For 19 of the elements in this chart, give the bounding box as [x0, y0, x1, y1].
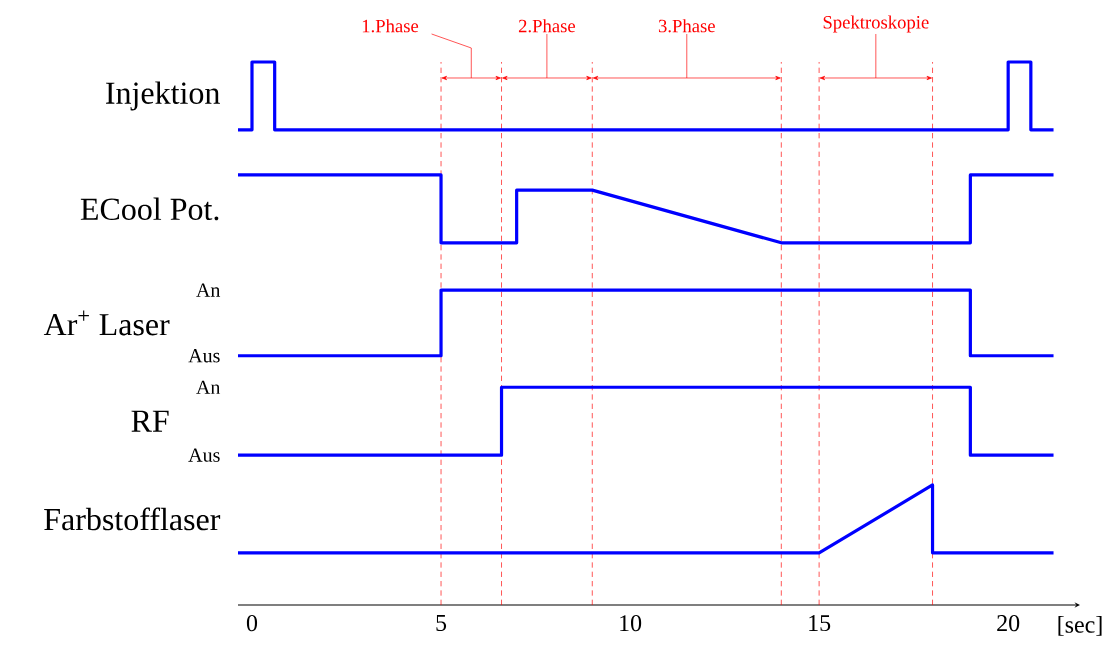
series-label: ECool Pot.: [80, 197, 219, 221]
text: Aus: [188, 448, 220, 462]
x-tick-label: 15: [809, 615, 831, 632]
x-axis-title: [sec]: [1058, 615, 1102, 636]
x-tick-label: 5: [436, 615, 447, 631]
text: Spektroskopie: [823, 15, 929, 33]
text: Aus: [188, 349, 220, 363]
text: An: [196, 283, 221, 297]
series-label: Injektion: [106, 81, 220, 111]
text: Ar$^{+}$ Laser: [43, 310, 170, 336]
series-label: Farbstofflaser: [44, 507, 221, 531]
text: An: [196, 380, 221, 394]
x-tick-label: 10: [620, 615, 642, 632]
text: RF: [131, 410, 169, 432]
text: 1.Phase: [362, 19, 419, 33]
text: 3.Phase: [658, 19, 715, 33]
text: 2.Phase: [518, 19, 576, 33]
x-tick-label: 20: [997, 615, 1020, 632]
x-tick-label: 0: [246, 615, 258, 632]
